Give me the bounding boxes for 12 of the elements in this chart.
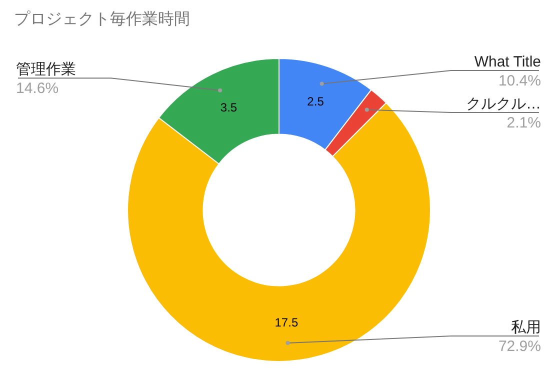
slice-label: What Title [474,54,541,71]
data-label: 2.5 [307,94,324,109]
slice-label: 私用 [511,319,541,336]
text: 72.9% [498,338,541,355]
slice-label: 管理作業 [16,61,76,78]
chart-title: プロジェクト毎作業時間 [14,10,190,28]
slice-label: クルクル… [466,96,541,113]
text: 10.4% [498,72,541,90]
data-label: 3.5 [220,100,238,114]
text: 14.6% [16,80,59,98]
text: 2.1% [506,114,541,132]
data-label: 17.5 [274,316,298,330]
